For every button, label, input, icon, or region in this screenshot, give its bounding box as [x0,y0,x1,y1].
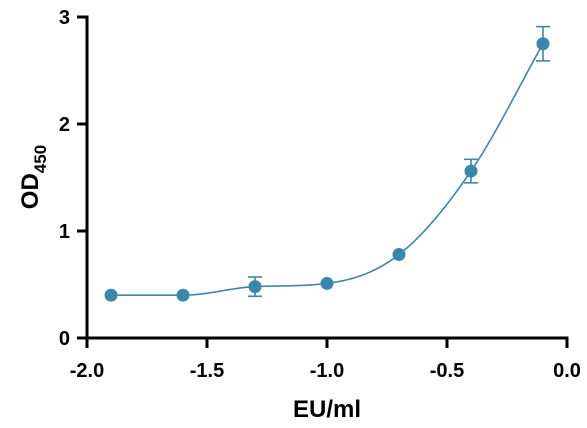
x-tick-label: -2.0 [70,360,104,382]
fit-curve-layer [111,43,544,296]
y-tick-label: 2 [59,114,70,136]
y-tick-label: 3 [59,7,70,29]
data-point [176,288,190,302]
data-point [464,164,478,178]
data-point [248,280,262,294]
y-tick-label: 1 [59,221,70,243]
y-tick-label: 0 [59,328,70,350]
x-ticks: -2.0 -1.5 -1.0 -0.5 0.0 [70,338,581,382]
data-point-layer [104,37,550,302]
x-tick-label: -1.0 [310,360,344,382]
data-point [392,248,406,262]
x-tick-label: 0.0 [553,360,581,382]
x-tick-label: -0.5 [430,360,464,382]
x-tick-label: -1.5 [190,360,224,382]
y-axis-title-main: OD [17,173,44,209]
data-point [320,276,334,290]
fit-curve [111,43,544,296]
x-axis-title: EU/ml [293,396,361,423]
data-point [536,37,550,51]
y-ticks: 0 1 2 3 [59,7,87,350]
y-axis-title: OD450 [17,145,50,209]
data-point [104,288,118,302]
y-axis-title-subscript: 450 [31,145,50,173]
